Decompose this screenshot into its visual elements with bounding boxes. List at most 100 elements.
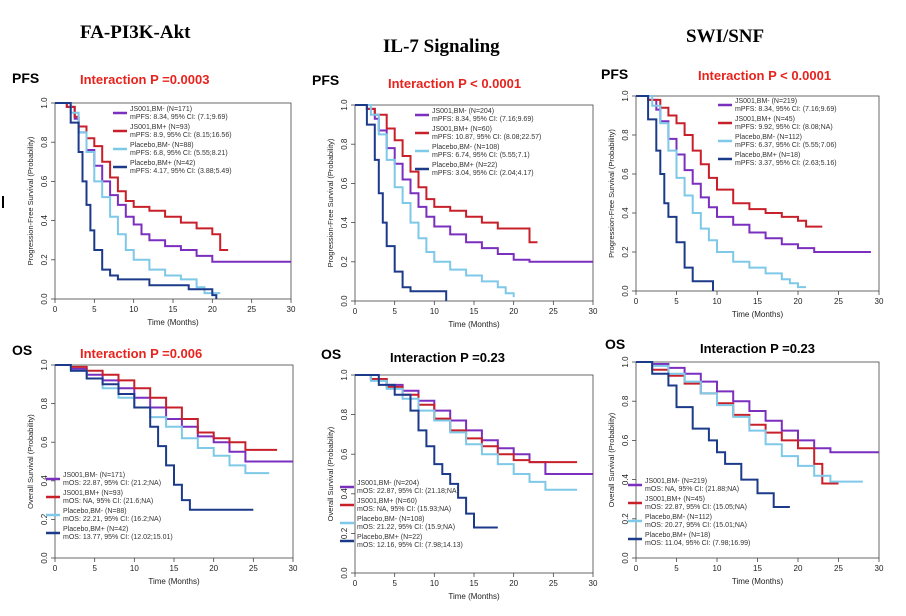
legend-label: JS001,BM+ (N=60) <box>432 126 492 133</box>
km-curve-placebo_bm_neg <box>355 104 515 298</box>
legend-stat: mPFS: 8.34, 95% CI: (7.1;9.69) <box>130 114 228 121</box>
x-tick-label: 0 <box>53 305 58 314</box>
y-tick-label: 0.4 <box>340 488 349 500</box>
y-tick-label: 0.0 <box>340 567 349 579</box>
x-tick-label: 0 <box>53 564 58 573</box>
x-tick-label: 30 <box>875 564 884 573</box>
x-tick-label: 5 <box>674 297 679 306</box>
column-title-il7-signaling: IL-7 Signaling <box>383 36 500 57</box>
legend-label: Placebo,BM+ (N=18) <box>645 532 710 539</box>
x-tick-label: 10 <box>130 564 139 573</box>
y-tick-label: 0.6 <box>621 168 630 180</box>
y-tick-label: 1.0 <box>340 369 349 381</box>
y-tick-label: 0.8 <box>621 395 630 407</box>
y-tick-label: 1.0 <box>621 90 630 102</box>
x-tick-label: 10 <box>430 579 439 588</box>
km-curve-placebo_bm_neg <box>636 95 807 289</box>
legend-label: JS001,BM- (N=171) <box>130 106 192 113</box>
y-tick-label: 0.2 <box>621 513 630 525</box>
y-axis-label: Progression-Free Survival (Probability) <box>26 136 35 265</box>
legend-label: Placebo,BM+ (N=42) <box>130 160 195 167</box>
legend-stat: mPFS: 3.37, 95% CI: (2.63;5.16) <box>735 160 837 167</box>
y-tick-label: 0.2 <box>340 527 349 539</box>
x-tick-label: 5 <box>674 564 679 573</box>
km-curve-js001_bm_neg <box>55 364 293 463</box>
interaction-label-swi-pfs: Interaction P < 0.0001 <box>698 68 832 83</box>
x-tick-label: 30 <box>589 307 598 316</box>
x-tick-label: 15 <box>169 305 178 314</box>
legend-stat: mOS: NA, 95% CI: (15.93;NA) <box>357 506 451 513</box>
y-axis-label: Overall Survival (Probability) <box>607 412 616 507</box>
column-title-swi-snf: SWI/SNF <box>686 26 765 47</box>
legend-stat: mPFS: 8.9, 95% CI: (8.15;16.56) <box>130 132 232 139</box>
y-tick-label: 0.0 <box>621 552 630 564</box>
legend-label: JS001,BM- (N=219) <box>735 98 797 105</box>
x-tick-label: 25 <box>549 307 558 316</box>
y-tick-label: 1.0 <box>40 359 49 371</box>
legend-stat: mOS: NA, 95% CI: (21.6;NA) <box>63 498 153 505</box>
legend-stat: mPFS: 6.37, 95% CI: (5.55;7.06) <box>735 142 837 149</box>
x-tick-label: 10 <box>713 297 722 306</box>
y-tick-label: 0.6 <box>40 175 49 187</box>
legend-label: JS001,BM+ (N=93) <box>130 124 190 131</box>
x-tick-label: 20 <box>794 564 803 573</box>
y-tick-label: 0.6 <box>621 434 630 446</box>
y-tick-label: 0.2 <box>40 513 49 525</box>
legend-label: Placebo,BM- (N=88) <box>63 508 127 515</box>
legend-stat: mPFS: 3.04, 95% CI: (2.04;4.17) <box>432 170 534 177</box>
stray-mark <box>2 196 4 208</box>
y-tick-label: 0.0 <box>340 295 349 307</box>
y-tick-label: 0.6 <box>340 448 349 460</box>
legend-stat: mOS: 21.22, 95% CI: (15.9;NA) <box>357 524 455 531</box>
x-tick-label: 20 <box>509 579 518 588</box>
legend-label: JS001,BM+ (N=45) <box>735 116 795 123</box>
x-tick-label: 25 <box>549 579 558 588</box>
legend-label: Placebo,BM+ (N=22) <box>357 534 422 541</box>
legend-label: Placebo,BM- (N=108) <box>432 144 500 151</box>
x-tick-label: 25 <box>249 564 258 573</box>
x-tick-label: 10 <box>713 564 722 573</box>
x-tick-label: 20 <box>208 305 217 314</box>
x-tick-label: 15 <box>170 564 179 573</box>
interaction-label-il7-pfs: Interaction P < 0.0001 <box>388 76 522 91</box>
x-tick-label: 0 <box>634 564 639 573</box>
interaction-label-fa-pfs: Interaction P =0.0003 <box>80 72 210 87</box>
legend-stat: mPFS: 8.34, 95% CI: (7.16;9.69) <box>432 116 534 123</box>
legend-stat: mOS: 22.21, 95% CI: (16.2;NA) <box>63 516 161 523</box>
x-tick-label: 15 <box>470 307 479 316</box>
km-curve-placebo_bm_neg <box>55 102 221 295</box>
km-chart-fa-pi3k-akt-pfs: 0 5 10 15 20 25 30 0.0 0.2 0.4 0.6 0.8 1.0 Time (Mont… <box>26 97 296 327</box>
x-tick-label: 20 <box>509 307 518 316</box>
x-tick-label: 10 <box>129 305 138 314</box>
km-curve-placebo_bm_neg <box>636 361 863 483</box>
legend-label: JS001,BM+ (N=45) <box>645 496 705 503</box>
os-tag-2: OS <box>321 346 342 362</box>
legend-label: Placebo,BM- (N=88) <box>130 142 194 149</box>
km-curve-placebo_bm_pos <box>55 102 218 299</box>
legend-stat: mOS: 11.04, 95% CI: (7.98;16.99) <box>645 540 750 547</box>
y-tick-label: 1.0 <box>340 99 349 111</box>
pfs-tag-2: PFS <box>312 72 340 88</box>
x-tick-label: 15 <box>753 564 762 573</box>
legend-stat: mOS: 13.77, 95% CI: (12.02;15.01) <box>63 534 173 541</box>
legend-stat: mPFS: 6.8, 95% CI: (5.55;8.21) <box>130 150 228 157</box>
x-axis-label: Time (Months) <box>732 310 784 319</box>
km-chart-swi-snf-os: 0 5 10 15 20 25 30 0.0 0.2 0.4 0.6 0.8 1.0 Time (Mont… <box>607 356 884 586</box>
y-tick-label: 0.8 <box>340 408 349 420</box>
y-tick-label: 1.0 <box>40 97 49 109</box>
legend-stat: mOS: NA, 95% CI: (21.88;NA) <box>645 486 739 493</box>
y-tick-label: 0.0 <box>40 293 49 305</box>
y-tick-label: 0.0 <box>621 285 630 297</box>
y-tick-label: 0.0 <box>40 552 49 564</box>
y-tick-label: 0.4 <box>621 473 630 485</box>
y-tick-label: 0.4 <box>40 214 49 226</box>
x-tick-label: 5 <box>392 307 397 316</box>
x-axis-label: Time (Months) <box>732 577 784 586</box>
x-axis-label: Time (Months) <box>147 318 199 327</box>
legend-label: JS001,BM- (N=219) <box>645 478 707 485</box>
interaction-label-il7-os: Interaction P =0.23 <box>390 350 506 365</box>
y-tick-label: 0.8 <box>40 136 49 148</box>
y-axis-label: Progression-Free Survival (Probability) <box>607 129 616 258</box>
y-tick-label: 0.8 <box>340 138 349 150</box>
legend-label: JS001,BM+ (N=93) <box>63 490 123 497</box>
